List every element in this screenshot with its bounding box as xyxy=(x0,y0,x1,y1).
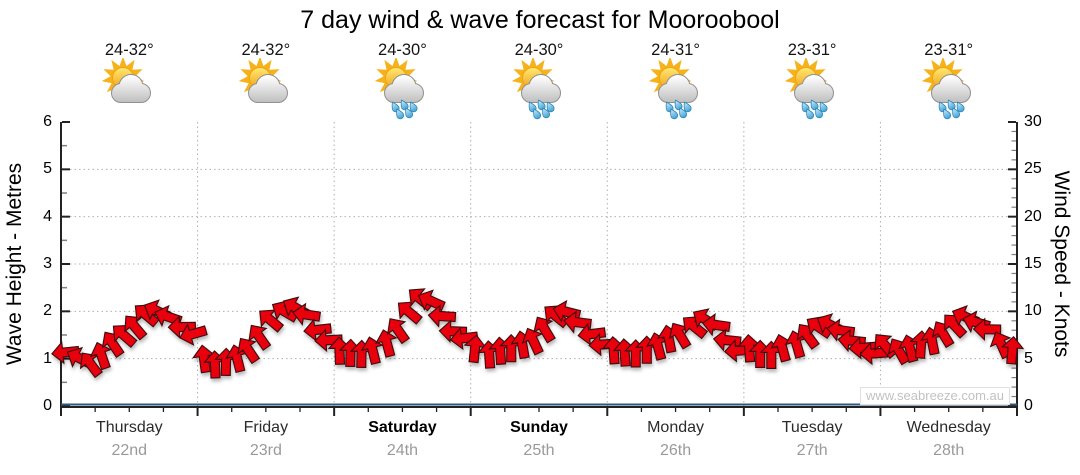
day-date-label: 22nd xyxy=(111,442,148,459)
day-date-label: 23rd xyxy=(249,442,282,459)
wind-axis-tick-label: 20 xyxy=(1024,207,1042,225)
sun-cloud-rain-icon xyxy=(375,58,425,120)
page-title: 7 day wind & wave forecast for Moorooboo… xyxy=(300,6,780,34)
watermark: www.seabreeze.com.au xyxy=(859,387,1010,405)
wave-axis-tick-label: 1 xyxy=(43,349,52,367)
day-name-label: Tuesday xyxy=(781,419,843,436)
sun-cloud-rain-icon xyxy=(921,58,971,120)
day-name-label: Saturday xyxy=(368,419,437,436)
wind-axis-tick-label: 10 xyxy=(1024,302,1042,320)
temperature-range-label: 24-30° xyxy=(514,41,564,59)
wind-axis-tick-label: 30 xyxy=(1024,113,1042,130)
temperature-range-label: 24-31° xyxy=(651,41,700,59)
temperature-range-label: 24-32° xyxy=(104,41,154,59)
temperature-range-label: 24-32° xyxy=(241,41,291,59)
sun-cloud-rain-icon xyxy=(511,58,561,120)
wind-arrows xyxy=(51,288,1025,379)
wave-axis-tick-label: 5 xyxy=(43,160,52,178)
day-date-label: 26th xyxy=(659,442,692,459)
wind-axis-tick-label: 5 xyxy=(1024,349,1033,367)
wind-axis-tick-label: 25 xyxy=(1024,160,1042,178)
wave-axis-tick-label: 4 xyxy=(43,207,52,225)
day-name-label: Monday xyxy=(647,419,705,436)
wind-axis-tick-label: 15 xyxy=(1024,255,1042,272)
temperature-range-label: 23-31° xyxy=(787,41,837,59)
day-date-label: 24th xyxy=(386,442,418,459)
sun-cloud-icon xyxy=(238,58,288,103)
day-name-label: Thursday xyxy=(95,419,163,436)
temperature-range-label: 24-30° xyxy=(378,41,427,59)
left-axis-title: Wave Height - Metres xyxy=(3,162,26,366)
sun-cloud-icon xyxy=(101,58,152,103)
day-date-label: 25th xyxy=(523,442,555,459)
wave-axis-tick-label: 6 xyxy=(43,113,52,130)
wave-axis-tick-label: 0 xyxy=(43,397,52,414)
right-axis-title: Wind Speed - Knots xyxy=(1050,170,1073,358)
wave-axis-tick-label: 2 xyxy=(43,302,52,320)
axis-ticks xyxy=(60,121,1018,416)
sun-cloud-rain-icon xyxy=(648,58,698,120)
day-date-label: 28th xyxy=(933,442,965,459)
wind-axis-tick-label: 0 xyxy=(1024,397,1033,414)
day-name-label: Friday xyxy=(243,419,289,436)
gridlines xyxy=(61,122,1017,406)
day-name-label: Wednesday xyxy=(906,419,991,436)
temperature-range-label: 23-31° xyxy=(924,41,974,59)
wave-axis-tick-label: 3 xyxy=(43,255,52,272)
day-name-label: Sunday xyxy=(510,419,568,436)
sun-cloud-rain-icon xyxy=(784,58,835,120)
day-date-label: 27th xyxy=(796,442,828,459)
